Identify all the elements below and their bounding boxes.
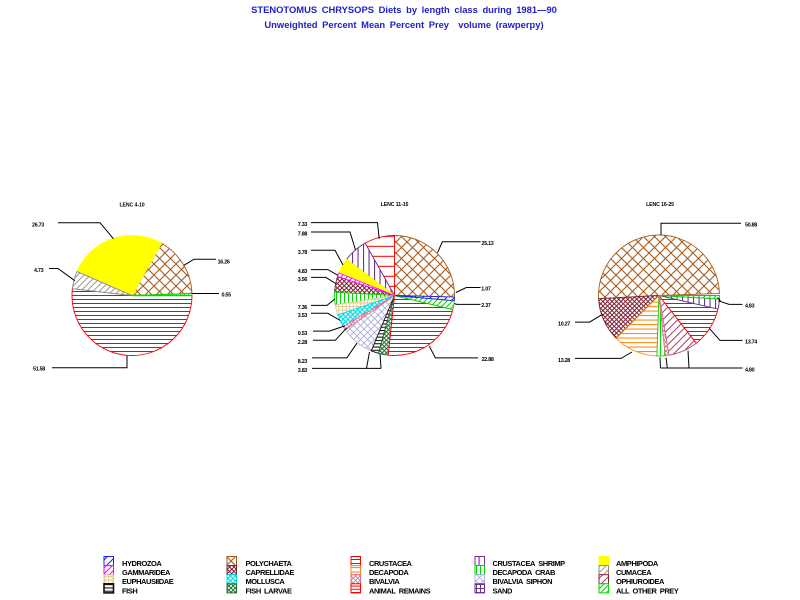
- svg-text:13.74: 13.74: [745, 340, 757, 346]
- svg-text:13.28: 13.28: [558, 358, 570, 364]
- svg-text:LENC 16-25: LENC 16-25: [646, 202, 674, 208]
- svg-text:BIVALVIA SIPHON: BIVALVIA SIPHON: [493, 577, 553, 586]
- svg-text:3.83: 3.83: [298, 368, 308, 374]
- svg-text:4.80: 4.80: [745, 367, 755, 373]
- svg-text:DECAPODA CRAB: DECAPODA CRAB: [493, 568, 556, 577]
- svg-text:FISH: FISH: [122, 586, 137, 595]
- svg-text:4.73: 4.73: [34, 268, 44, 274]
- svg-text:4.83: 4.83: [298, 269, 308, 275]
- svg-text:22.88: 22.88: [482, 357, 494, 363]
- svg-text:3.78: 3.78: [298, 250, 308, 256]
- svg-text:3.53: 3.53: [298, 313, 308, 319]
- svg-text:25.13: 25.13: [482, 241, 494, 247]
- svg-text:1.07: 1.07: [481, 287, 491, 293]
- svg-text:SAND: SAND: [493, 586, 513, 595]
- svg-text:50.88: 50.88: [745, 223, 757, 229]
- svg-text:GAMMARIDEA: GAMMARIDEA: [122, 568, 171, 577]
- svg-text:51.58: 51.58: [33, 367, 45, 373]
- svg-text:Unweighted Percent Mean Percen: Unweighted Percent Mean Percent Prey vol…: [264, 19, 543, 30]
- svg-text:ALL OTHER PREY: ALL OTHER PREY: [616, 586, 679, 595]
- svg-text:10.27: 10.27: [558, 321, 570, 327]
- svg-text:26.73: 26.73: [32, 222, 44, 228]
- svg-text:8.23: 8.23: [298, 359, 308, 365]
- svg-text:16.26: 16.26: [218, 259, 230, 265]
- svg-text:4.83: 4.83: [745, 304, 755, 310]
- svg-text:CUMACEA: CUMACEA: [616, 568, 652, 577]
- svg-text:LENC 4-10: LENC 4-10: [119, 202, 144, 208]
- svg-text:POLYCHAETA: POLYCHAETA: [246, 559, 293, 568]
- svg-text:CAPRELLIDAE: CAPRELLIDAE: [246, 568, 295, 577]
- svg-text:7.36: 7.36: [298, 305, 308, 311]
- svg-text:STENOTOMUS CHRYSOPS Diets by l: STENOTOMUS CHRYSOPS Diets by length clas…: [251, 4, 557, 15]
- svg-text:FISH LARVAE: FISH LARVAE: [246, 586, 292, 595]
- svg-text:OPHIUROIDEA: OPHIUROIDEA: [616, 577, 665, 586]
- svg-text:3.56: 3.56: [298, 277, 308, 283]
- svg-text:CRUSTACEA SHRIMP: CRUSTACEA SHRIMP: [493, 559, 566, 568]
- svg-text:0.53: 0.53: [298, 331, 308, 337]
- svg-text:HYDROZOA: HYDROZOA: [122, 559, 162, 568]
- svg-text:DECAPODA: DECAPODA: [369, 568, 409, 577]
- svg-text:0.55: 0.55: [222, 292, 232, 298]
- svg-text:7.33: 7.33: [298, 222, 308, 228]
- svg-text:LENC 11-15: LENC 11-15: [381, 202, 409, 208]
- svg-text:ANIMAL REMAINS: ANIMAL REMAINS: [369, 586, 431, 595]
- svg-text:AMPHIPODA: AMPHIPODA: [616, 559, 659, 568]
- svg-text:EUPHAUSIIDAE: EUPHAUSIIDAE: [122, 577, 174, 586]
- svg-text:BIVALVIA: BIVALVIA: [369, 577, 400, 586]
- svg-text:2.37: 2.37: [481, 303, 491, 309]
- svg-text:7.88: 7.88: [298, 232, 308, 238]
- svg-text:MOLLUSCA: MOLLUSCA: [246, 577, 286, 586]
- svg-text:CRUSTACEA: CRUSTACEA: [369, 559, 413, 568]
- svg-text:2.28: 2.28: [298, 340, 308, 346]
